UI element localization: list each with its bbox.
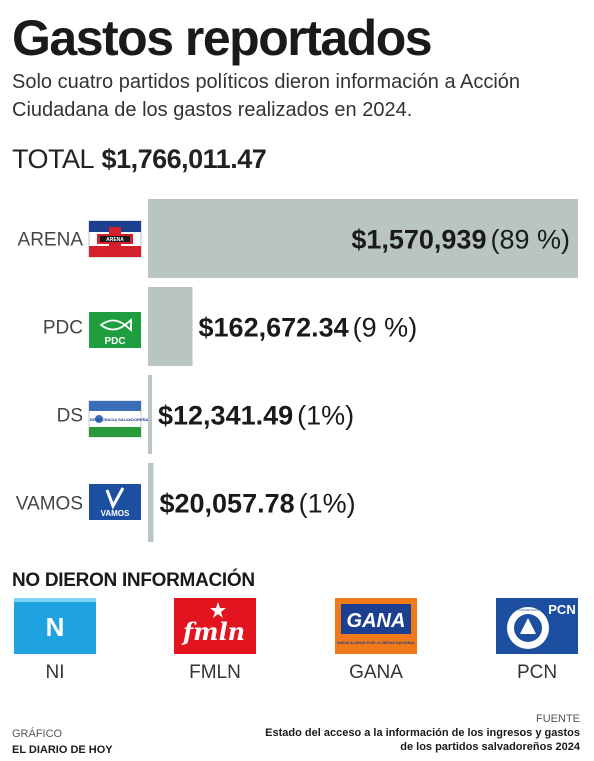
gana-logo-subtext: NUEVA ALIANZA POR LA UNIDAD NACIONAL	[337, 641, 416, 645]
bar-pdc	[148, 287, 193, 366]
gana-logo-text: GANA	[347, 610, 406, 632]
graphic-author: EL DIARIO DE HOY	[12, 744, 113, 756]
no-data-label-gana: GANA	[349, 662, 403, 683]
bar-arena	[148, 199, 578, 278]
total-label: TOTAL	[12, 144, 95, 174]
data-label-vamos: $20,057.78 (1%)	[159, 489, 355, 519]
arena-logo: ARENA	[88, 220, 142, 258]
percent-label-pdc: (9 %)	[353, 313, 418, 343]
no-data-title: NO DIERON INFORMACIÓN	[12, 570, 255, 591]
ni-logo: N	[14, 598, 96, 654]
data-label-arena: $1,570,939 (89 %)	[351, 225, 570, 255]
graphic-credit: GRÁFICO EL DIARIO DE HOY	[12, 726, 113, 758]
source-label: FUENTE	[536, 713, 580, 725]
data-label-ds: $12,341.49 (1%)	[158, 401, 354, 431]
value-label-arena: $1,570,939	[351, 225, 486, 255]
vamos-logo-text: VAMOS	[101, 509, 130, 518]
fmln-logo-text: fmln	[181, 617, 245, 646]
gana-logo: GANA NUEVA ALIANZA POR LA UNIDAD NACIONA…	[335, 598, 417, 654]
no-data-label-ni: NI	[45, 662, 65, 683]
category-label-pdc: PDC	[43, 318, 83, 339]
graphic-label: GRÁFICO	[12, 728, 63, 740]
pcn-logo-text: PCN	[548, 602, 575, 617]
pcn-logo: PARTIDO DE CONCERTACIÓN NACIONAL PCN	[496, 598, 578, 654]
source-line-2: de los partidos salvadoreños 2024	[400, 741, 580, 753]
category-label-arena: ARENA	[18, 230, 84, 251]
ds-logo: DEMOCRACIA SALVADOREÑA	[88, 400, 149, 438]
data-label-pdc: $162,672.34 (9 %)	[199, 313, 418, 343]
bar-ds	[148, 375, 152, 454]
page-title: Gastos reportados	[12, 10, 433, 66]
arena-logo-text: ARENA	[106, 237, 124, 243]
pdc-logo: PDC	[89, 312, 141, 348]
total-value: $1,766,011.47	[101, 144, 267, 174]
ds-logo-text: DEMOCRACIA SALVADOREÑA	[90, 417, 149, 422]
pdc-logo-text: PDC	[104, 336, 125, 347]
bar-vamos	[148, 463, 154, 542]
no-data-label-fmln: FMLN	[189, 662, 241, 683]
fmln-logo: fmln	[174, 598, 256, 654]
value-label-pdc: $162,672.34	[199, 313, 349, 343]
percent-label-ds: (1%)	[297, 401, 354, 431]
value-label-ds: $12,341.49	[158, 401, 293, 431]
percent-label-vamos: (1%)	[299, 489, 356, 519]
category-label-vamos: VAMOS	[16, 494, 83, 515]
category-label-ds: DS	[57, 406, 83, 427]
expenses-bar-chart: ARENA PDC DEMOCRACIA SALVADOREÑA VAMOS A…	[16, 199, 578, 542]
source-credit: FUENTE Estado del acceso a la informació…	[220, 712, 580, 754]
page-subtitle: Solo cuatro partidos políticos dieron in…	[12, 71, 521, 121]
vamos-logo: VAMOS	[89, 484, 141, 520]
no-data-label-pcn: PCN	[516, 662, 558, 683]
source-line-1: Estado del acceso a la información de lo…	[265, 727, 580, 739]
percent-label-arena: (89 %)	[490, 225, 570, 255]
pcn-logo-seal-text: PARTIDO DE CONCERTACIÓN NACIONAL	[498, 607, 557, 612]
value-label-vamos: $20,057.78	[159, 489, 294, 519]
ni-logo-text: N	[46, 612, 65, 642]
total-line: TOTAL $1,766,011.47	[12, 142, 267, 176]
